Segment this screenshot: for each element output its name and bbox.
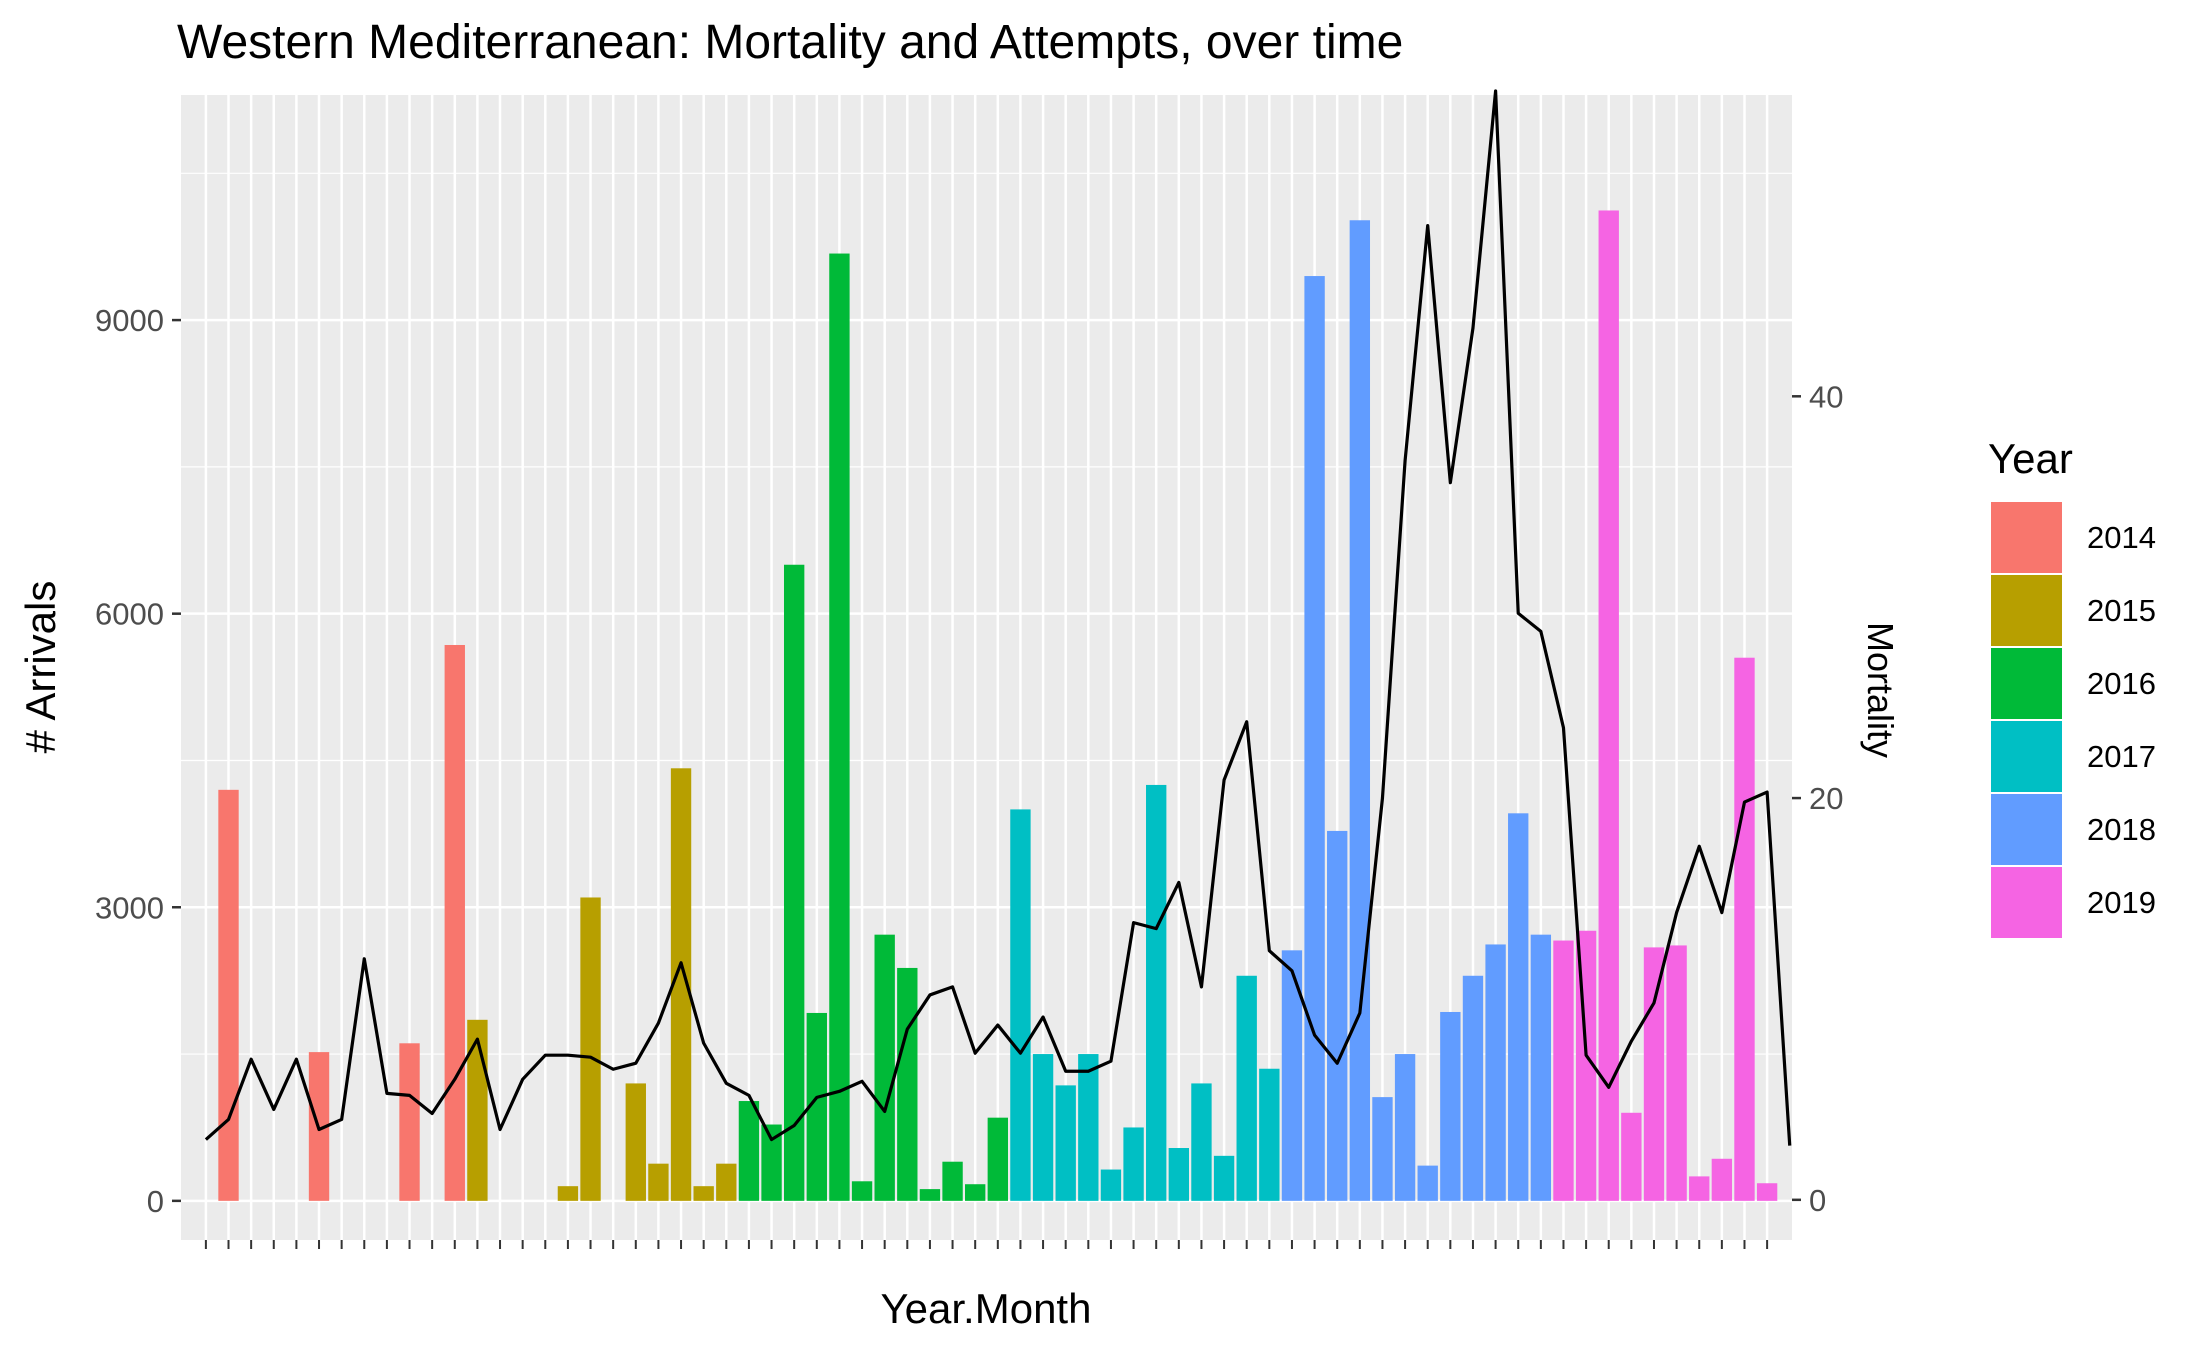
legend-label: 2015 <box>2087 593 2156 628</box>
left-y-axis: 0 3000 6000 9000 <box>95 303 181 1219</box>
bar <box>829 253 850 1201</box>
mortality-line <box>204 89 1792 1146</box>
bar <box>942 1161 963 1201</box>
bar <box>444 644 465 1201</box>
bar <box>1485 944 1506 1201</box>
bar <box>1553 940 1574 1201</box>
bar <box>1010 809 1031 1201</box>
bar <box>987 1117 1008 1201</box>
bar <box>1394 1054 1416 1201</box>
bar <box>625 1083 646 1201</box>
bar <box>874 934 895 1201</box>
bar <box>557 1186 579 1201</box>
y-tick-label: 0 <box>147 1184 164 1219</box>
bar <box>1643 947 1665 1201</box>
bar <box>1236 975 1257 1201</box>
bar <box>1032 1054 1054 1201</box>
bar <box>1146 784 1167 1201</box>
bar <box>670 768 692 1201</box>
bar <box>761 1124 782 1201</box>
bar <box>580 897 601 1201</box>
bar <box>1711 1158 1733 1201</box>
y2-tick-label: 40 <box>1809 379 1843 414</box>
legend-swatch <box>1991 794 2062 865</box>
bar <box>806 1012 827 1201</box>
bar <box>1191 1083 1212 1201</box>
right-y-axis: 0 20 40 <box>1792 379 1843 1218</box>
bar <box>693 1186 714 1201</box>
bar <box>1349 220 1371 1201</box>
bar <box>1168 1148 1190 1201</box>
legend-label: 2018 <box>2087 812 2156 847</box>
bar <box>1417 1165 1438 1201</box>
legend-swatch <box>1991 648 2062 719</box>
y-tick-label: 6000 <box>95 597 164 632</box>
bar <box>1304 276 1325 1201</box>
bar <box>1508 813 1529 1201</box>
y2-tick-label: 0 <box>1809 1183 1826 1218</box>
bar <box>467 1019 488 1201</box>
legend-swatch <box>1991 575 2062 646</box>
chart-title: Western Mediterranean: Mortality and Att… <box>177 16 1403 69</box>
y-tick-label: 9000 <box>95 303 164 338</box>
bar <box>1123 1127 1144 1201</box>
bar <box>1327 830 1348 1201</box>
y2-tick-label: 20 <box>1809 781 1843 816</box>
mortality-line-layer <box>204 89 1792 1146</box>
bar <box>1259 1068 1280 1201</box>
legend-label: 2016 <box>2087 666 2156 701</box>
bar <box>1372 1097 1393 1201</box>
legend-swatch <box>1991 867 2062 938</box>
legend-swatch <box>1991 502 2062 573</box>
legend-label: 2014 <box>2087 520 2156 555</box>
y-tick-label: 3000 <box>95 890 164 925</box>
bar <box>648 1163 669 1201</box>
bar <box>919 1189 941 1201</box>
x-axis-label: Year.Month <box>881 1285 1092 1332</box>
y2-axis-label: Mortality <box>1860 622 1901 758</box>
bar <box>1689 1176 1710 1201</box>
bar <box>1756 1183 1778 1201</box>
bar <box>1666 945 1687 1201</box>
bar <box>1055 1085 1076 1201</box>
bar <box>1598 210 1619 1201</box>
x-axis-ticks <box>204 1240 1769 1249</box>
bar <box>716 1163 737 1201</box>
bar <box>1281 950 1303 1201</box>
bar <box>1440 1011 1461 1201</box>
bar <box>965 1184 986 1201</box>
arrival-bars <box>218 210 1778 1201</box>
bar <box>1078 1054 1099 1201</box>
bar <box>1621 1112 1642 1201</box>
bar <box>1734 657 1755 1201</box>
bar <box>1530 934 1552 1201</box>
bar <box>851 1181 873 1201</box>
bar <box>218 789 239 1201</box>
legend-label: 2019 <box>2087 885 2156 920</box>
bar <box>783 564 805 1201</box>
y-axis-label: # Arrivals <box>17 581 64 754</box>
legend-label: 2017 <box>2087 739 2156 774</box>
legend-title: Year <box>1988 435 2073 482</box>
bar <box>1213 1155 1235 1201</box>
bar <box>1462 975 1484 1201</box>
bar <box>399 1043 420 1201</box>
legend: Year 2014 2015 2016 2017 2018 2019 <box>1988 435 2156 938</box>
legend-swatch <box>1991 721 2062 792</box>
bar <box>738 1101 760 1201</box>
bar <box>897 967 918 1201</box>
bar <box>1100 1169 1122 1201</box>
